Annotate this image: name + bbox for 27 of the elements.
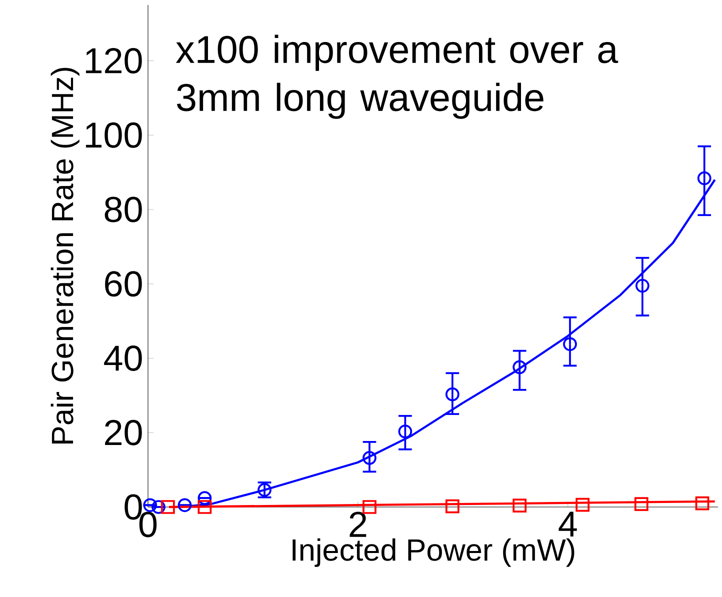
x-axis-title: Injected Power (mW)	[292, 538, 574, 567]
y-tick-label: 120	[86, 48, 142, 74]
y-tick-label: 100	[86, 122, 142, 148]
y-tick-label: 20	[105, 420, 142, 446]
annotation: x100 improvement over a 3mm long waveguide	[176, 34, 618, 119]
point	[161, 500, 175, 514]
point	[576, 498, 590, 512]
point	[635, 278, 650, 293]
point	[198, 500, 212, 514]
point	[512, 498, 527, 512]
x-tick-label: 2	[350, 512, 366, 537]
y-tick-label: 40	[104, 346, 142, 372]
point	[362, 450, 376, 465]
y-tick-label: 80	[104, 196, 142, 222]
point	[143, 498, 158, 512]
point	[445, 387, 460, 402]
point	[512, 360, 527, 374]
x-tick-label: 4	[558, 512, 577, 536]
point	[634, 497, 648, 511]
point	[198, 491, 212, 506]
point	[697, 171, 712, 186]
point	[398, 424, 412, 438]
y-tick-label: 60	[105, 271, 142, 297]
y-axis-title: Pair Generation Rate (MHz)	[50, 68, 80, 444]
point	[695, 496, 710, 510]
point	[445, 499, 460, 514]
point	[563, 337, 577, 352]
